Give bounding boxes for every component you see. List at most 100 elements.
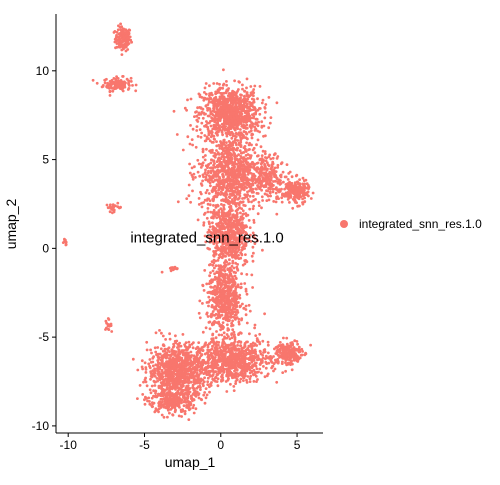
data-point [160,381,163,384]
data-point [211,127,214,130]
data-point [192,384,195,387]
data-point [128,84,131,87]
data-point [245,273,248,276]
data-point [229,249,232,252]
data-point [237,301,240,304]
data-point [244,253,247,256]
data-point [220,289,223,292]
data-point [205,191,208,194]
data-point [224,247,227,250]
data-point [267,126,270,129]
data-point [237,198,240,201]
data-point [235,210,238,213]
data-point [294,191,297,194]
data-point [182,367,185,370]
data-point [240,225,243,228]
data-point [136,369,139,372]
data-point [253,327,256,330]
data-point [173,110,176,113]
data-point [233,202,236,205]
data-point [198,175,201,178]
data-point [223,124,226,127]
data-point [234,197,237,200]
data-point [209,167,212,170]
data-point [221,147,224,150]
data-point [302,177,305,180]
data-point [251,137,254,140]
data-point [254,151,257,154]
data-point [254,187,257,190]
data-point [172,363,175,366]
data-point [230,137,233,140]
data-point [292,192,295,195]
data-point [260,126,263,129]
data-point [224,317,227,320]
data-point [242,264,245,267]
data-point [110,323,113,326]
data-point [239,212,242,215]
data-point [231,281,234,284]
data-point [215,330,218,333]
data-point [234,304,237,307]
data-point [211,113,214,116]
data-point [230,316,233,319]
data-point [105,78,108,81]
data-point [228,258,231,261]
data-point [184,359,187,362]
data-point [223,193,226,196]
data-point [219,301,222,304]
data-point [245,225,248,228]
data-point [197,135,200,138]
data-point [206,126,209,129]
data-point [239,149,242,152]
data-point [233,79,236,82]
data-point [180,376,183,379]
data-point [128,29,131,32]
data-point [230,189,233,192]
data-point [207,103,210,106]
data-point [154,346,157,349]
data-point [244,212,247,215]
data-point [219,109,222,112]
data-point [244,178,247,181]
data-point [200,113,203,116]
data-point [205,139,208,142]
data-point [162,363,165,366]
data-point [214,156,217,159]
data-point [205,326,208,329]
data-point [251,163,254,166]
data-point [275,381,278,384]
data-point [212,217,215,220]
data-point [231,312,234,315]
data-point [272,188,275,191]
data-point [141,359,144,362]
data-point [236,344,239,347]
data-point [199,95,202,98]
data-point [274,180,277,183]
data-point [247,168,250,171]
data-point [245,313,248,316]
data-point [245,288,248,291]
data-point [211,298,214,301]
data-point [109,203,112,206]
data-point [239,141,242,144]
data-point [233,162,236,165]
data-point [303,189,306,192]
data-point [261,154,264,157]
data-point [208,132,211,135]
data-point [221,94,224,97]
data-point [236,216,239,219]
data-point [208,391,211,394]
data-point [240,317,243,320]
data-point [239,305,242,308]
data-point [298,197,301,200]
data-point [197,171,200,174]
data-point [261,195,264,198]
data-point [211,131,214,134]
data-point [184,381,187,384]
data-point [192,404,195,407]
data-point [299,194,302,197]
data-point [268,172,271,175]
data-point [154,363,157,366]
data-point [228,127,231,130]
